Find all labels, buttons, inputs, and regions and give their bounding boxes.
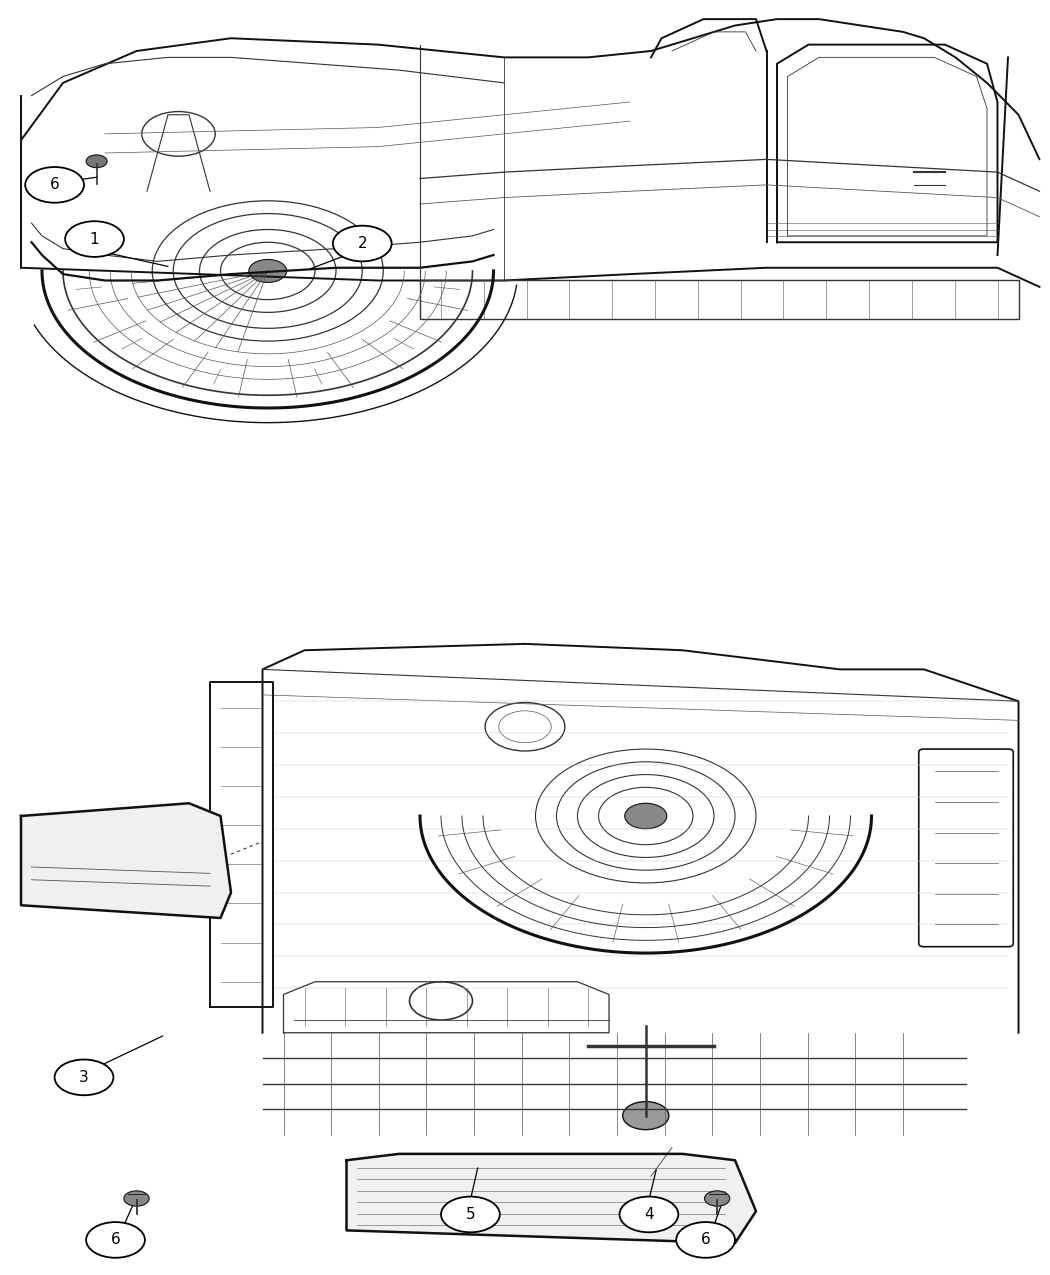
Circle shape <box>249 260 287 283</box>
Circle shape <box>25 167 84 203</box>
Polygon shape <box>346 1154 756 1243</box>
Circle shape <box>623 1102 669 1130</box>
Circle shape <box>333 226 392 261</box>
Circle shape <box>55 1060 113 1095</box>
Circle shape <box>441 1196 500 1232</box>
Circle shape <box>705 1191 730 1206</box>
Circle shape <box>86 1221 145 1257</box>
Text: 2: 2 <box>357 236 367 251</box>
Text: 1: 1 <box>89 232 100 246</box>
Text: 6: 6 <box>49 177 60 193</box>
Text: 5: 5 <box>465 1207 476 1221</box>
Circle shape <box>676 1221 735 1257</box>
Circle shape <box>625 803 667 829</box>
Circle shape <box>86 154 107 167</box>
Text: 3: 3 <box>79 1070 89 1085</box>
Circle shape <box>620 1196 678 1232</box>
Circle shape <box>124 1191 149 1206</box>
Text: 6: 6 <box>110 1233 121 1247</box>
Polygon shape <box>21 803 231 918</box>
Text: 6: 6 <box>700 1233 711 1247</box>
Circle shape <box>65 222 124 258</box>
Text: 4: 4 <box>644 1207 654 1221</box>
